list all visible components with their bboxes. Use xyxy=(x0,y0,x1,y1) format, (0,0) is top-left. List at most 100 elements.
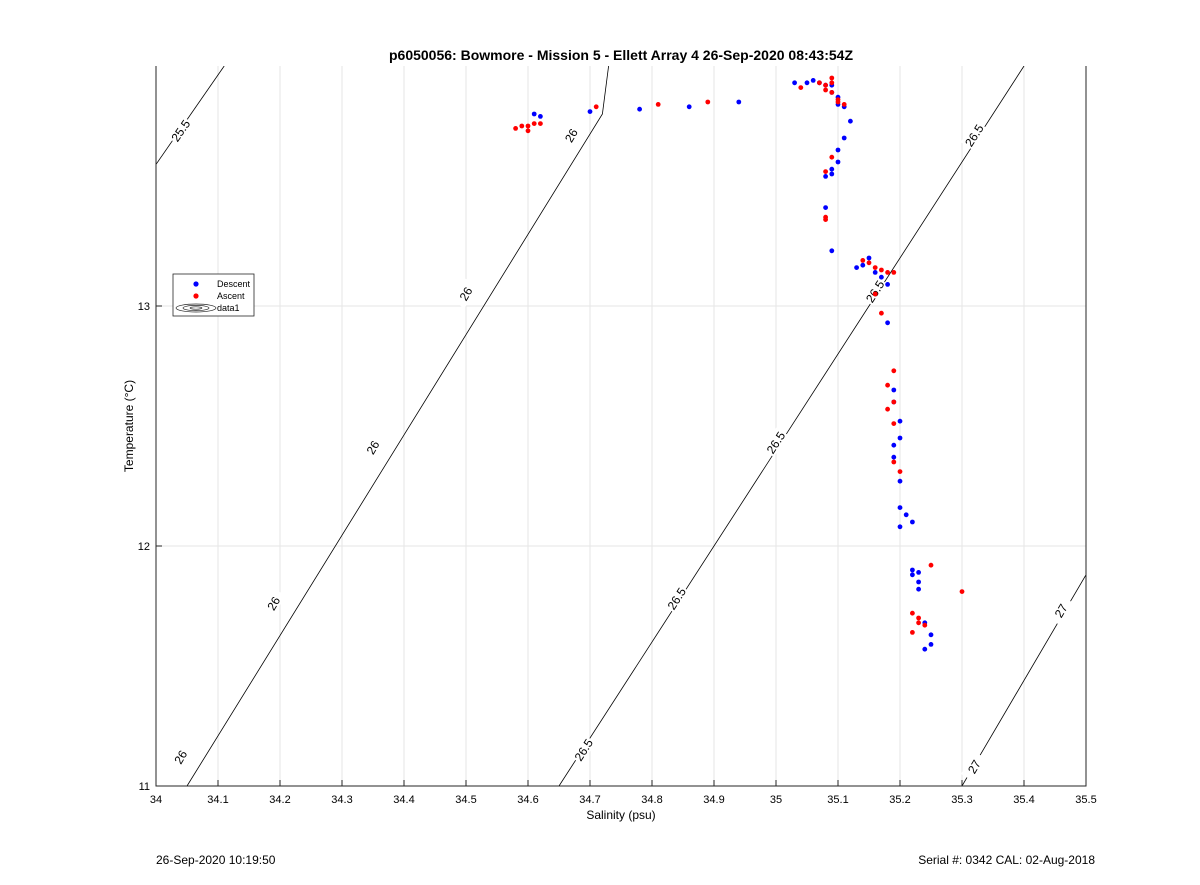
ascent-point xyxy=(891,270,897,275)
ascent-point xyxy=(891,459,897,465)
x-tick-label: 34 xyxy=(150,794,162,806)
descent-point xyxy=(897,478,903,484)
plot-area xyxy=(156,66,1086,786)
legend-box xyxy=(172,273,255,317)
ascent-point xyxy=(959,589,965,594)
ascent-point xyxy=(860,258,866,263)
descent-point xyxy=(897,524,903,530)
density-contour-26 xyxy=(186,66,609,786)
axes-box xyxy=(155,66,1087,787)
descent-point xyxy=(891,387,897,393)
descent-point xyxy=(810,78,816,83)
data-points xyxy=(513,75,965,652)
descent-point xyxy=(835,147,841,153)
y-tick-label: 13 xyxy=(138,301,150,313)
contour-label-bg xyxy=(260,588,286,618)
ascent-point xyxy=(538,121,543,126)
legend-ascent-label: Ascent xyxy=(217,291,245,301)
descent-point xyxy=(897,435,903,441)
ascent-point xyxy=(872,265,878,270)
ascent-point xyxy=(525,128,531,134)
contour-label: 26 xyxy=(171,748,190,767)
ascent-point xyxy=(891,421,897,426)
descent-point xyxy=(903,512,909,518)
contour-label: 26 xyxy=(457,284,476,303)
density-contour-25.5 xyxy=(156,66,225,165)
descent-point xyxy=(686,104,692,110)
contour-label-bg xyxy=(359,432,385,462)
ascent-point xyxy=(885,270,890,275)
y-tick-label: 11 xyxy=(139,781,150,793)
y-axis-ticks: 11 12 13 xyxy=(138,301,162,793)
x-tick-label: 35.4 xyxy=(1013,794,1034,806)
descent-point xyxy=(587,109,593,114)
contour-label-bg xyxy=(762,427,789,457)
ascent-point xyxy=(829,154,835,160)
descent-point xyxy=(922,646,928,652)
descent-point xyxy=(928,632,934,638)
contour-label-bg xyxy=(167,741,193,772)
ascent-point xyxy=(817,80,822,86)
ascent-point xyxy=(823,87,828,93)
descent-point xyxy=(916,579,921,585)
descent-point xyxy=(916,586,921,592)
x-tick-label: 34.7 xyxy=(579,794,600,806)
ascent-point xyxy=(872,291,878,297)
x-tick-label: 35.5 xyxy=(1075,794,1096,806)
contour-label-bg xyxy=(1047,595,1073,626)
chart-title: p6050056: Bowmore - Mission 5 - Ellett A… xyxy=(389,47,853,63)
series-ascent xyxy=(513,75,965,635)
descent-point xyxy=(792,80,797,86)
ascent-point xyxy=(910,610,915,616)
x-tick-label: 35.1 xyxy=(827,794,848,806)
descent-point xyxy=(531,111,537,117)
descent-point xyxy=(860,262,866,268)
descent-point xyxy=(637,106,642,112)
ascent-point xyxy=(829,80,835,86)
descent-point xyxy=(736,99,742,105)
ascent-point xyxy=(916,620,921,626)
contour-label-bg xyxy=(557,120,584,150)
ascent-point xyxy=(829,75,835,81)
legend: Descent Ascent data1 xyxy=(172,273,255,317)
descent-point xyxy=(854,265,859,270)
ascent-point xyxy=(910,630,915,635)
ascent-point xyxy=(705,99,711,105)
x-axis-ticks: 34 34.1 34.2 34.3 34.4 34.5 34.6 34.7 34.8 34.9 35… xyxy=(150,780,1097,806)
legend-data1-label: data1 xyxy=(217,303,240,313)
contour-label-bg xyxy=(861,276,888,306)
descent-point xyxy=(866,255,872,261)
descent-point xyxy=(910,572,915,578)
descent-point xyxy=(848,118,853,124)
descent-point xyxy=(910,519,915,525)
contour-label-bg xyxy=(452,278,478,309)
ascent-point xyxy=(891,368,897,374)
legend-ascent-marker xyxy=(193,293,199,299)
contour-label-bg xyxy=(960,120,987,150)
descent-point xyxy=(916,570,921,575)
descent-point xyxy=(891,454,897,460)
ascent-point xyxy=(513,125,518,131)
x-tick-label: 34.6 xyxy=(517,794,538,806)
descent-point xyxy=(897,505,903,510)
ascent-point xyxy=(823,82,828,88)
ascent-point xyxy=(519,123,525,129)
ascent-point xyxy=(841,102,847,107)
x-tick-label: 34.3 xyxy=(331,794,352,806)
descent-point xyxy=(879,274,884,280)
legend-descent-label: Descent xyxy=(217,279,251,289)
contour-label-bg xyxy=(663,583,689,613)
y-tick-label: 12 xyxy=(138,541,150,553)
contour-label: 26 xyxy=(562,126,581,145)
descent-point xyxy=(829,171,835,177)
x-axis-label: Salinity (psu) xyxy=(586,808,655,822)
ascent-point xyxy=(885,406,890,412)
descent-point xyxy=(910,567,915,573)
descent-point xyxy=(823,205,828,211)
descent-point xyxy=(885,320,890,326)
ascent-point xyxy=(891,399,897,405)
ascent-point xyxy=(829,90,835,95)
ascent-point xyxy=(897,469,903,474)
x-tick-label: 34.1 xyxy=(207,794,228,806)
ascent-point xyxy=(531,121,537,126)
